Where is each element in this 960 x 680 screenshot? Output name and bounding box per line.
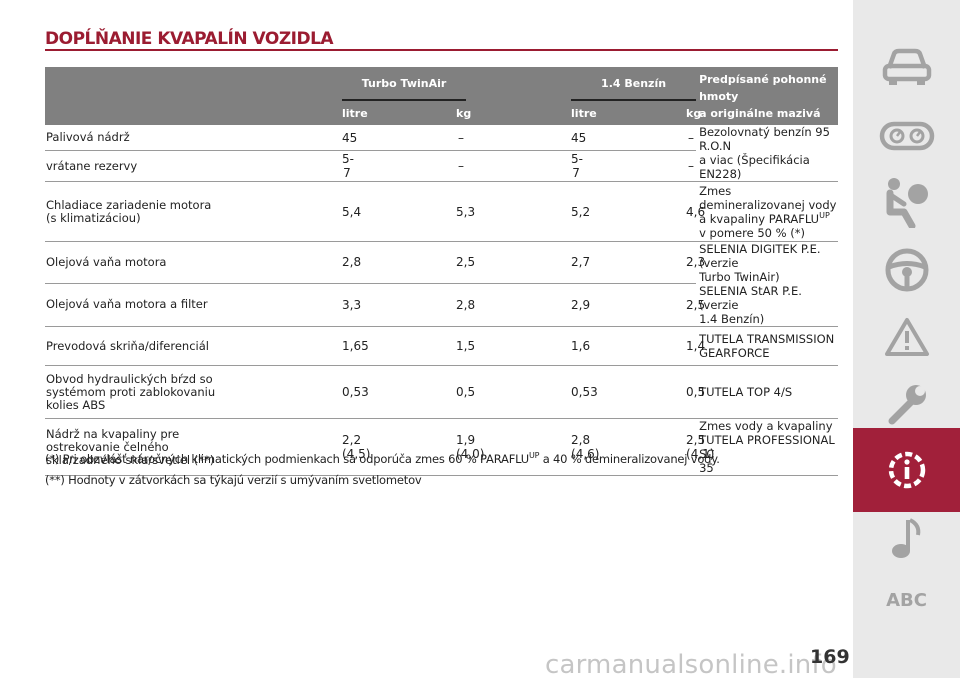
header-prescribed-fluids: Predpísané pohonné hmoty a originálne ma… — [696, 67, 839, 125]
value-benzin-litre: 2,8 (4,6) — [571, 418, 599, 476]
unit-litre: litre — [571, 100, 597, 125]
title-divider — [45, 49, 838, 51]
car-icon — [882, 48, 931, 85]
row-label: Palivová nádrž — [45, 125, 342, 152]
sidebar-item-technical-data[interactable] — [853, 428, 960, 512]
spec-engine-oil: SELENIA DIGITEK P.E. (verzie Turbo TwinA… — [696, 241, 839, 327]
row-label: Nádrž na kvapaliny pre ostrekovanie čeln… — [45, 418, 342, 476]
table-row: vrátane rezervy 5- 7 – 5- 7 – — [45, 150, 838, 182]
sidebar-item-index[interactable]: ABC — [853, 558, 960, 642]
value-benzin-kg: 1,4 — [686, 326, 705, 366]
table-row: Olejová vaňa motora 2,8 2,5 2,7 2,3 SELE… — [45, 241, 839, 327]
spec-brake-fluid: TUTELA TOP 4/S — [696, 365, 839, 419]
spec-coolant: Zmes demineralizovanej vody a kvapaliny … — [696, 181, 839, 242]
table-row: Nádrž na kvapaliny pre ostrekovanie čeln… — [45, 418, 839, 476]
value-benzin-kg: 0,5 — [686, 365, 705, 419]
chapter-sidebar: ABC — [853, 0, 960, 678]
value-benzin-kg: – — [686, 125, 697, 152]
header-turbo-twinair: Turbo TwinAir — [342, 67, 467, 101]
value-turbo-litre: 2,8 — [342, 241, 361, 284]
spec-gearbox: TUTELA TRANSMISSION GEARFORCE — [696, 326, 839, 366]
music-note-icon — [891, 518, 920, 558]
sidebar-item-vehicle[interactable] — [853, 25, 960, 109]
spec-washer-fluid: Zmes vody a kvapaliny TUTELA PROFESSIONA… — [696, 418, 839, 476]
value-turbo-kg: 1,5 — [456, 326, 475, 366]
header-1-4-benzin: 1.4 Benzín — [571, 67, 697, 101]
table-units-row: litre kg litre kg — [45, 100, 838, 125]
table-row: Olejová vaňa motora a filter 3,3 2,8 2,9… — [45, 283, 838, 328]
seat-airbag-icon — [886, 178, 928, 228]
value-turbo-kg: – — [456, 125, 467, 152]
index-abc-icon: ABC — [886, 589, 927, 611]
row-label: Prevodová skriňa/diferenciál — [45, 326, 342, 366]
row-label: Olejová vaňa motora — [45, 241, 342, 284]
table-header-row: Turbo TwinAir 1.4 Benzín Predpísané poho… — [45, 67, 839, 125]
table-row: Chladiace zariadenie motora (s klimatizá… — [45, 181, 839, 242]
table-row: Palivová nádrž 45 – 45 – Bezolovnatý ben… — [45, 125, 839, 182]
value-benzin-litre: 2,7 — [571, 241, 590, 284]
value-turbo-litre: 2,2 (4,5) — [342, 418, 370, 476]
fluids-capacity-table: Turbo TwinAir 1.4 Benzín Predpísané poho… — [45, 67, 839, 476]
value-benzin-litre: 5,2 — [571, 181, 590, 242]
row-label: Obvod hydraulických bŕzd so systémom pro… — [45, 365, 342, 419]
page-title: DOPĹŇANIE KVAPALÍN VOZIDLA — [45, 29, 334, 49]
value-turbo-kg: 0,5 — [456, 365, 475, 419]
value-benzin-kg: 2,5 (4,1) — [686, 418, 714, 476]
spec-fuel: Bezolovnatý benzín 95 R.O.N a viac (Špec… — [696, 125, 839, 182]
value-benzin-litre: 1,6 — [571, 326, 590, 366]
value-benzin-kg: 2,5 — [686, 283, 705, 328]
row-label: Olejová vaňa motora a filter — [45, 283, 342, 328]
warning-triangle-icon — [884, 318, 929, 356]
value-turbo-litre: 3,3 — [342, 283, 361, 328]
value-turbo-kg: 2,5 — [456, 241, 475, 284]
watermark: carmanualsonline.info — [545, 650, 837, 680]
steering-wheel-icon — [885, 248, 928, 292]
value-turbo-litre: 1,65 — [342, 326, 369, 366]
dashboard-icon — [879, 121, 934, 151]
value-turbo-kg: – — [456, 150, 467, 182]
technical-data-icon — [888, 451, 925, 489]
value-turbo-kg: 5,3 — [456, 181, 475, 242]
sidebar-item-safety[interactable] — [853, 160, 960, 244]
row-label: Chladiace zariadenie motora (s klimatizá… — [45, 181, 342, 242]
value-benzin-kg: 2,3 — [686, 241, 705, 284]
value-benzin-litre: 2,9 — [571, 283, 590, 328]
value-turbo-kg: 1,9 (4,0) — [456, 418, 484, 476]
unit-litre: litre — [342, 100, 368, 125]
row-label: vrátane rezervy — [45, 150, 342, 182]
footnote-headlamp-washer: (**) Hodnoty v zátvorkách sa týkajú verz… — [45, 473, 422, 487]
sidebar-item-multimedia[interactable] — [853, 496, 960, 580]
value-benzin-litre: 5- 7 — [571, 150, 583, 182]
value-benzin-kg: – — [686, 150, 697, 182]
value-turbo-litre: 45 — [342, 125, 357, 152]
value-benzin-litre: 0,53 — [571, 365, 598, 419]
value-benzin-litre: 45 — [571, 125, 586, 152]
value-turbo-litre: 5- 7 — [342, 150, 354, 182]
sidebar-item-emergency[interactable] — [853, 295, 960, 379]
value-turbo-kg: 2,8 — [456, 283, 475, 328]
wrench-icon — [888, 385, 926, 425]
value-turbo-litre: 5,4 — [342, 181, 361, 242]
footnote-paraflu: (*) Pri obzvlášť náročných klimatických … — [45, 451, 720, 466]
header-blank-cell — [45, 67, 238, 125]
table-row: Obvod hydraulických bŕzd so systémom pro… — [45, 365, 839, 419]
value-turbo-litre: 0,53 — [342, 365, 369, 419]
sidebar-item-maintenance[interactable] — [853, 362, 960, 446]
sidebar-item-driving[interactable] — [853, 228, 960, 312]
page-number: 169 — [810, 646, 850, 668]
value-benzin-kg: 4,6 — [686, 181, 705, 242]
table-row: Prevodová skriňa/diferenciál 1,65 1,5 1,… — [45, 326, 839, 366]
unit-kg: kg — [686, 100, 701, 125]
unit-kg: kg — [456, 100, 471, 125]
sidebar-item-dashboard[interactable] — [853, 93, 960, 177]
